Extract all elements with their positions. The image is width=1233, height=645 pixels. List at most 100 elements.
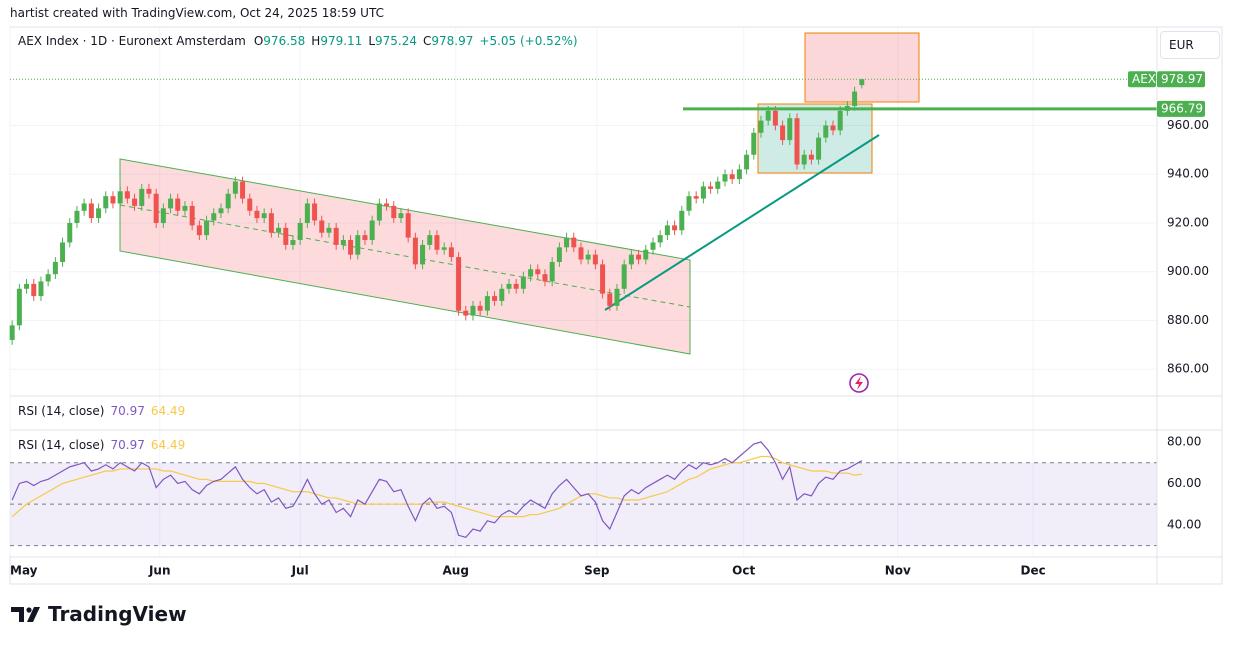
trendline (604, 134, 880, 311)
symbol-box (1128, 71, 1156, 88)
open-value: 976.58 (263, 34, 306, 48)
candle-body (412, 237, 418, 265)
candle-body (110, 196, 116, 204)
candle-body (643, 249, 649, 260)
candle-body (124, 191, 130, 199)
level-label: 966.79 (1161, 101, 1203, 115)
candle-body (564, 237, 570, 248)
candle-body (268, 213, 274, 233)
candle-body (520, 276, 526, 289)
candle-body (254, 210, 260, 219)
x-tick-label: Dec (1021, 564, 1046, 578)
candle-body (758, 120, 764, 133)
target-box (804, 32, 920, 103)
candle-body (636, 254, 642, 260)
candle-body (837, 110, 843, 131)
candle-body (96, 208, 102, 219)
candle-body (60, 242, 66, 262)
x-tick-label: May (10, 564, 38, 578)
candle-body (218, 208, 224, 214)
candle-body (614, 288, 620, 306)
candle-body (117, 191, 123, 204)
candle-body (16, 288, 22, 326)
rsi-ma-value: 64.49 (150, 438, 186, 452)
ohlc-letter: C (423, 34, 432, 48)
candle-body (456, 257, 462, 311)
rsi-tick-label: 40.00 (1167, 517, 1201, 531)
candle-body (175, 198, 181, 211)
candle-body (31, 283, 37, 297)
candle-body (528, 269, 534, 277)
marks (9, 78, 1157, 539)
candle-body (780, 125, 786, 141)
x-tick-label: Sep (584, 564, 610, 578)
rsi-ma-line (11, 455, 862, 518)
candle-body (859, 79, 865, 86)
candle-body (448, 247, 454, 258)
candle-body (621, 264, 627, 289)
candle-body (204, 220, 210, 236)
candle-body (326, 227, 332, 233)
x-tick-label: Nov (885, 564, 911, 578)
candle-body (247, 198, 253, 211)
rsi-label: RSI (14, close) (18, 404, 105, 418)
logo: TradingView (48, 602, 187, 626)
candle-body (232, 181, 238, 194)
candle-body (679, 210, 685, 231)
alert-icon[interactable] (849, 373, 869, 393)
candle-body (463, 310, 469, 316)
candle-body (801, 154, 807, 165)
rsi-line (11, 441, 863, 539)
x-tick-label: Oct (732, 564, 755, 578)
candle-body (74, 210, 80, 223)
rsi-tick-label: 60.00 (1167, 476, 1201, 490)
rsi-legend-collapsed: RSI (14, close) 70.97 64.49 (18, 404, 185, 418)
candle-body (9, 325, 15, 340)
candle-body (794, 118, 800, 165)
candle-body (312, 203, 318, 221)
candle-body (808, 154, 814, 160)
candle-body (585, 254, 591, 260)
candle-body (657, 235, 663, 243)
candle-body (772, 110, 778, 126)
candle-body (340, 240, 346, 245)
symbol-label: AEX (1132, 72, 1156, 86)
candle-body (160, 208, 166, 223)
candle-body (196, 225, 202, 236)
candle-body (52, 261, 58, 275)
rsi-tick-label: 80.00 (1167, 434, 1201, 448)
candle-body (484, 296, 490, 311)
x-tick-label: Jun (148, 564, 171, 578)
candle-body (290, 240, 296, 245)
labels: 860.00 880.00 900.00 920.00 940.00 960.00 May J… (10, 71, 1209, 578)
candle-body (693, 196, 699, 199)
candle-body (24, 283, 30, 289)
candle-body (650, 242, 656, 250)
candle-body (715, 181, 721, 189)
candle-body (722, 174, 728, 182)
candle-body (700, 186, 706, 199)
candle-body (362, 235, 368, 241)
candle-body (542, 274, 548, 282)
candle-body (549, 261, 555, 282)
rsi-ma-value: 64.49 (150, 404, 186, 418)
currency-button[interactable]: EUR (1160, 31, 1220, 59)
candle-body (420, 244, 426, 265)
logo-icon (11, 607, 40, 622)
rsi-value: 70.97 (110, 404, 145, 418)
candle-body (427, 235, 433, 245)
candle-body (319, 220, 325, 233)
candle-body (535, 269, 541, 275)
candle-body (686, 196, 692, 211)
candle-body (168, 198, 174, 209)
candle-body (513, 283, 519, 289)
rsi-legend: RSI (14, close) 70.97 64.49 (18, 438, 185, 452)
candle-body (67, 222, 73, 243)
candle-body (276, 227, 282, 233)
candle-body (708, 186, 714, 189)
channel-midline (119, 204, 691, 308)
ohlc-letter: H (311, 34, 321, 48)
legend: AEX Index · 1D · Euronext Amsterdam O976.… (18, 34, 584, 48)
candle-body (333, 227, 339, 245)
